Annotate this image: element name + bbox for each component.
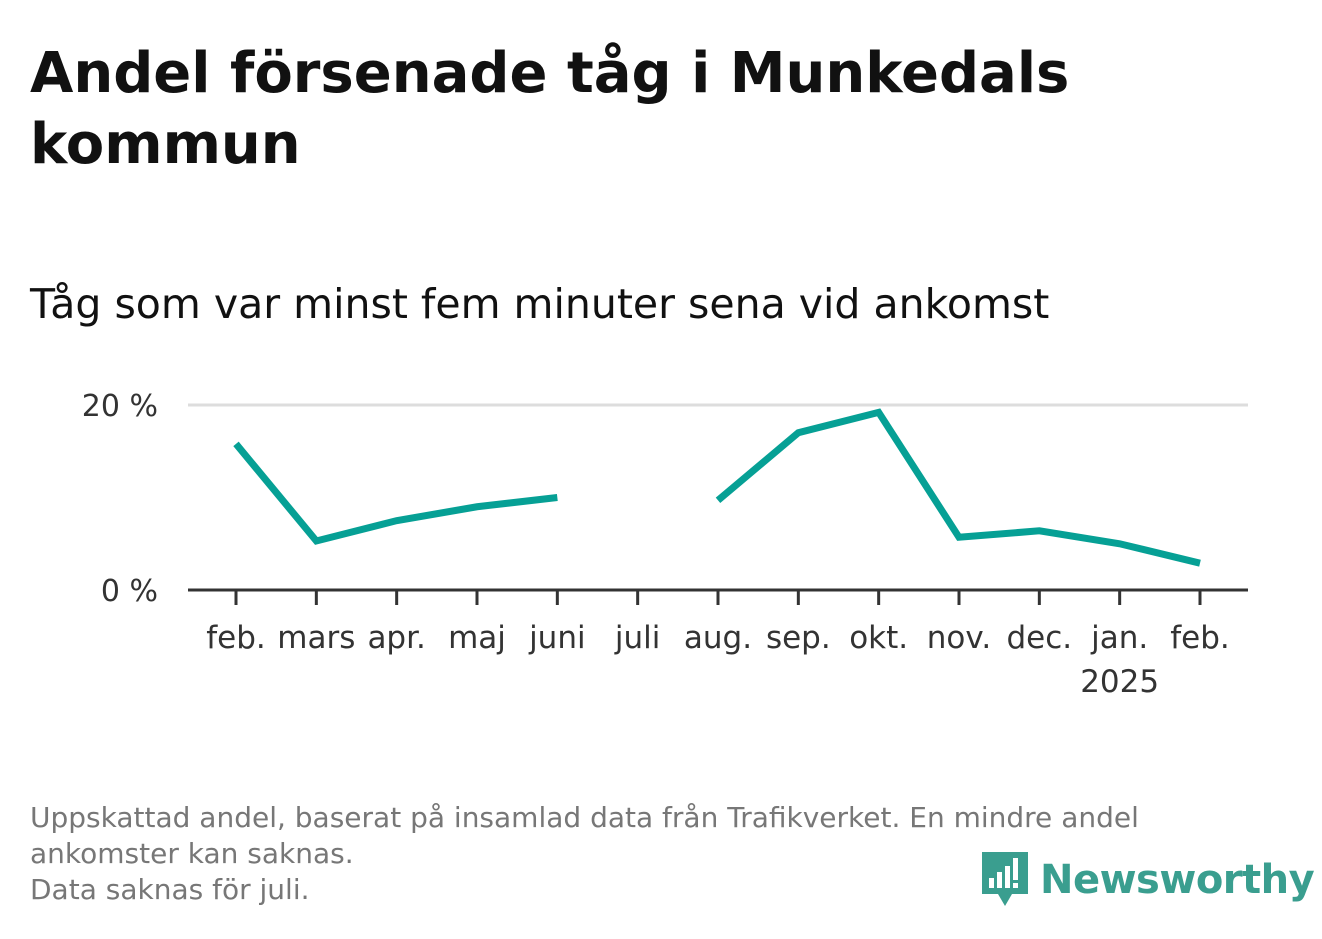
x-tick-label: feb. (1170, 620, 1230, 656)
x-tick-label: aug. (684, 620, 752, 656)
x-tick-label: mars (277, 620, 355, 656)
series-line (715, 408, 1201, 567)
x-tick-label: feb. (206, 620, 266, 656)
footnote-line: ankomster kan saknas. (30, 837, 354, 870)
x-tick-label: sep. (766, 620, 831, 656)
x-tick-label: okt. (849, 620, 908, 656)
x-tick-label: apr. (367, 620, 425, 656)
y-tick-label: 20 % (82, 389, 158, 424)
x-axis (188, 588, 1248, 605)
x-tick-label: nov. (927, 620, 991, 656)
chart-subtitle: Tåg som var minst fem minuter sena vid a… (30, 280, 1050, 328)
x-tick-label: juli (614, 620, 661, 656)
footnote-line: Data saknas för juli. (30, 873, 310, 906)
series-line (233, 441, 558, 545)
x-tick-label: jan. (1090, 620, 1148, 656)
series-lines (233, 408, 1201, 567)
x-tick-label: juni (528, 620, 586, 656)
brand-logo: Newsworthy (980, 850, 1315, 910)
footnote-line: Uppskattad andel, baserat på insamlad da… (30, 801, 1139, 834)
brand-name: Newsworthy (1040, 857, 1315, 903)
bar-chart-speech-bubble-icon (982, 852, 1028, 906)
tick-labels: 0 % 20 % feb. mars apr. maj juni juli aug. sep. ok… (82, 389, 1230, 700)
x-year-label: 2025 (1080, 664, 1159, 700)
x-tick-label: dec. (1007, 620, 1073, 656)
x-tick-label: maj (448, 620, 506, 656)
footnote: Uppskattad andel, baserat på insamlad da… (30, 800, 1280, 908)
y-tick-label: 0 % (101, 574, 158, 609)
chart-title: Andel försenade tåg i Munkedals kommun (30, 41, 1070, 177)
